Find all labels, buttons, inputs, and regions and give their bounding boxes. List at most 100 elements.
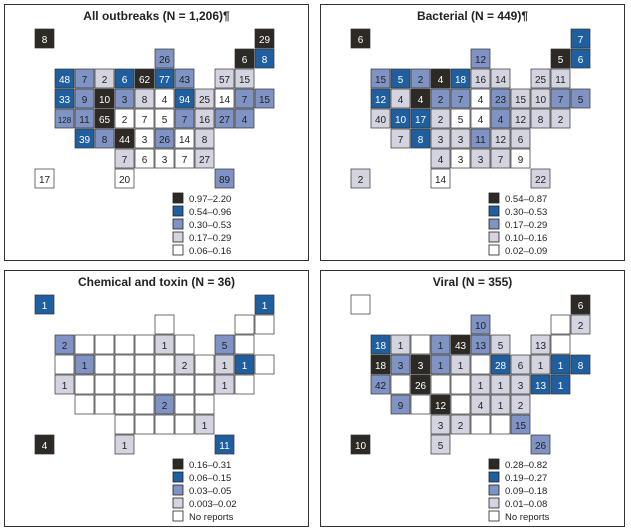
state-shape (390, 374, 411, 395)
state-tx: 20 (114, 168, 135, 189)
state-shape (134, 68, 155, 89)
panel-title: Viral (N = 355) (432, 275, 513, 289)
state-count-label: 23 (495, 95, 507, 106)
state-count-label: 3 (122, 95, 128, 106)
state-sd: 1 (430, 354, 451, 375)
state-wv (174, 374, 195, 395)
state-shape (450, 374, 471, 395)
state-shape (234, 48, 255, 69)
state-me: 1 (254, 294, 275, 315)
state-count-label: 22 (535, 175, 547, 186)
state-shape (114, 148, 135, 169)
legend-label: 0.16–0.31 (189, 460, 231, 471)
state-count-label: 1 (498, 381, 504, 392)
state-count-label: 6 (518, 135, 524, 146)
state-nv: 4 (390, 88, 411, 109)
legend-item: 0.06–0.15 (172, 471, 231, 484)
state-tx: 1 (114, 434, 135, 455)
state-count-label: 1 (42, 301, 48, 312)
state-count-label: 3 (438, 135, 444, 146)
state-count-label: 2 (358, 175, 364, 186)
state-wy: 3 (410, 354, 431, 375)
state-nm (410, 394, 431, 415)
state-in: 4 (470, 88, 491, 109)
state-mi: 14 (490, 68, 511, 89)
state-shape (134, 394, 155, 415)
state-shape (550, 68, 571, 89)
map-panel-all-outbreaks: All outbreaks (N = 1,206)¶ 8 29 26 6 8 48 7 2 6 62… (4, 4, 309, 261)
legend-swatch (488, 484, 500, 496)
state-ar (134, 394, 155, 415)
legend-label: 0.02–0.09 (505, 246, 547, 257)
state-shape (34, 168, 55, 189)
state-co: 65 (94, 108, 115, 129)
state-count-label: 12 (515, 115, 527, 126)
state-shape (530, 334, 551, 355)
state-mi: 43 (174, 68, 195, 89)
state-wi: 26 (154, 48, 175, 69)
legend-swatch (488, 497, 500, 509)
state-count-label: 3 (478, 155, 484, 166)
state-va (194, 374, 215, 395)
state-shape (470, 108, 491, 129)
state-shape (390, 88, 411, 109)
state-shape (390, 354, 411, 375)
state-count-label: 4 (162, 95, 168, 106)
legend-swatch (172, 192, 184, 204)
state-de: 1 (550, 374, 571, 395)
state-fl: 22 (530, 168, 551, 189)
state-shape (154, 68, 175, 89)
legend-swatch (488, 231, 500, 243)
legend-item: No reports (172, 510, 234, 523)
state-shape (470, 48, 491, 69)
state-shape (194, 414, 215, 435)
state-count-label: 4 (418, 95, 424, 106)
state-count-label: 1 (558, 381, 564, 392)
state-tn: 11 (470, 128, 491, 149)
state-mn: 18 (450, 68, 471, 89)
state-shape (510, 354, 531, 375)
state-shape (214, 334, 235, 355)
state-mo: 7 (134, 108, 155, 129)
state-co: 17 (410, 108, 431, 129)
state-shape (370, 334, 391, 355)
state-sc: 8 (194, 128, 215, 149)
state-count-label: 16 (475, 75, 487, 86)
state-shape (430, 354, 451, 375)
state-shape (410, 108, 431, 129)
state-mn: 62 (134, 68, 155, 89)
state-shape (570, 294, 591, 315)
state-shape (74, 394, 95, 415)
state-nj: 1 (214, 354, 235, 375)
state-pa: 6 (510, 354, 531, 375)
state-shape (410, 334, 431, 355)
state-shape (234, 334, 255, 355)
state-shape (490, 354, 511, 375)
state-shape (174, 128, 195, 149)
state-ut: 10 (390, 108, 411, 129)
state-shape (114, 88, 135, 109)
map-panel-viral: Viral (N = 355) 6 10 2 18 1 1 43 13 5 13 18 3 3 1 1 28 6 1… (320, 270, 625, 527)
state-ks: 3 (430, 128, 451, 149)
state-count-label: 15 (375, 75, 387, 86)
legend-swatch (172, 205, 184, 217)
state-shape (570, 28, 591, 49)
state-count-label: 1 (262, 301, 268, 312)
state-ok: 3 (430, 414, 451, 435)
state-nm (94, 394, 115, 415)
state-count-label: 9 (82, 95, 88, 106)
state-count-label: 8 (202, 135, 208, 146)
state-count-label: 14 (219, 95, 231, 106)
state-shape (450, 354, 471, 375)
state-count-label: 6 (518, 361, 524, 372)
state-count-label: 6 (242, 55, 248, 66)
state-az: 39 (74, 128, 95, 149)
state-sd: 3 (114, 88, 135, 109)
state-shape (550, 108, 571, 129)
state-shape (490, 334, 511, 355)
state-shape (74, 108, 95, 129)
state-ca: 42 (370, 374, 391, 395)
